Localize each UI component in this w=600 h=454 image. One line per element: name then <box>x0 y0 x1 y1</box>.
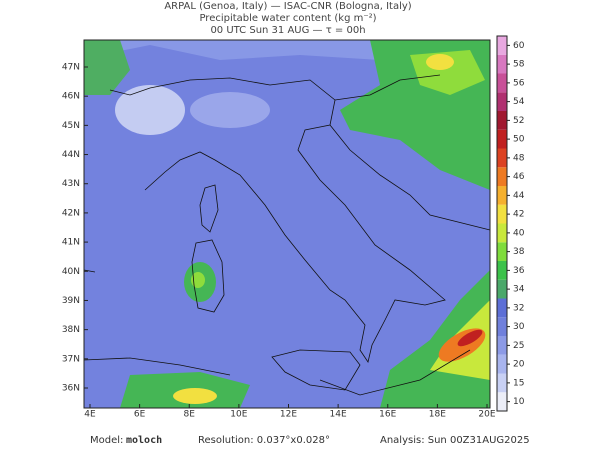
colorbar: 10 15 20 25 30 32 34 36 38 40 42 44 46 48 50 52 54 56 58 60 <box>496 35 525 412</box>
coastline <box>329 124 491 231</box>
colorbar-swatch <box>497 73 507 93</box>
field-region <box>191 272 205 288</box>
colorbar-frame <box>496 35 508 412</box>
colorbar-label: 40 <box>513 228 525 238</box>
colorbar-label: 60 <box>513 41 525 51</box>
colorbar-label: 15 <box>513 378 524 388</box>
y-tick-label: 45N <box>62 121 80 131</box>
colorbar-swatch <box>497 111 507 130</box>
x-tick-label: 10E <box>230 410 247 420</box>
colorbar-swatch <box>497 36 507 55</box>
field-region <box>457 329 483 347</box>
coastlines <box>83 74 491 396</box>
colorbar-label: 46 <box>513 172 525 182</box>
y-tick-label: 37N <box>62 354 80 364</box>
colorbar-swatch <box>497 204 507 224</box>
axes: 4E 6E 8E 10E 12E 14E 16E 18E 20E 36N 37N 38N 39N 40N 4… <box>62 63 496 420</box>
x-tick-label: 18E <box>429 410 446 420</box>
colorbar-swatch <box>497 354 507 374</box>
colorbar-label: 25 <box>513 341 524 351</box>
y-tick-label: 44N <box>62 150 80 160</box>
colorbar-label: 10 <box>513 397 525 407</box>
coastline <box>83 269 471 396</box>
footer-label: Model: <box>90 435 123 446</box>
y-tick-label: 42N <box>62 208 80 218</box>
y-tick-label: 40N <box>62 267 80 277</box>
y-tick-label: 46N <box>62 92 80 102</box>
colorbar-swatch <box>497 317 507 336</box>
colorbar-label: 34 <box>513 285 525 295</box>
colorbar-swatch <box>497 279 507 299</box>
y-tick-label: 41N <box>62 238 80 248</box>
colorbar-swatch <box>497 373 507 393</box>
colorbar-label: 38 <box>513 247 525 257</box>
colorbar-label: 20 <box>513 360 525 370</box>
x-tick-label: 6E <box>134 410 146 420</box>
field-region <box>173 388 217 404</box>
colorbar-swatch <box>497 223 507 243</box>
colorbar-swatch <box>497 336 507 355</box>
colorbar-label: 32 <box>513 303 524 313</box>
field-region <box>115 85 185 135</box>
colorbar-swatch <box>497 242 507 261</box>
colorbar-swatch <box>497 261 507 280</box>
coastline <box>271 349 361 391</box>
header-line: ARPAL (Genoa, Italy) — ISAC-CNR (Bologna… <box>164 1 411 12</box>
colorbar-label: 48 <box>513 153 525 163</box>
footer-resolution: Resolution: 0.037°x0.028° <box>198 435 330 446</box>
colorbar-label: 42 <box>513 210 524 220</box>
x-tick-label: 20E <box>478 410 495 420</box>
footer-analysis: Analysis: Sun 00Z31AUG2025 <box>380 435 530 446</box>
x-tick-label: 8E <box>184 410 196 420</box>
field-region <box>426 54 454 70</box>
colorbar-swatch <box>497 129 507 149</box>
x-tick-label: 4E <box>84 410 96 420</box>
colorbar-swatch <box>497 392 507 411</box>
y-tick-label: 43N <box>62 179 80 189</box>
x-tick-label: 14E <box>330 410 347 420</box>
header-line: 00 UTC Sun 31 AUG — τ = 00h <box>210 25 365 36</box>
colorbar-label: 54 <box>513 97 525 107</box>
colorbar-swatch <box>497 167 507 186</box>
footer-model: moloch <box>126 435 162 446</box>
field-region <box>84 40 130 95</box>
border <box>109 74 441 101</box>
colorbar-label: 50 <box>513 135 525 145</box>
coastline <box>191 239 225 313</box>
colorbar-swatch <box>497 186 507 205</box>
colorbar-swatch <box>497 148 507 168</box>
header-line: Precipitable water content (kg m⁻²) <box>199 13 376 24</box>
colorbar-label: 30 <box>513 322 525 332</box>
colorbar-swatch <box>497 298 507 318</box>
map-frame <box>83 39 491 409</box>
colorbar-label: 52 <box>513 116 524 126</box>
colorbar-swatch <box>497 92 507 111</box>
map-field <box>83 39 491 409</box>
x-tick-label: 12E <box>280 410 297 420</box>
field-region <box>190 92 270 128</box>
coastline <box>144 77 446 363</box>
colorbar-label: 36 <box>513 266 525 276</box>
colorbar-label: 56 <box>513 78 525 88</box>
colorbar-label: 44 <box>513 191 525 201</box>
colorbar-swatch <box>497 54 507 74</box>
y-tick-label: 39N <box>62 296 80 306</box>
y-tick-label: 38N <box>62 325 80 335</box>
x-tick-label: 16E <box>379 410 396 420</box>
y-tick-label: 47N <box>62 63 80 73</box>
coastline <box>199 184 219 233</box>
colorbar-label: 58 <box>513 60 525 70</box>
y-tick-label: 36N <box>62 384 80 394</box>
